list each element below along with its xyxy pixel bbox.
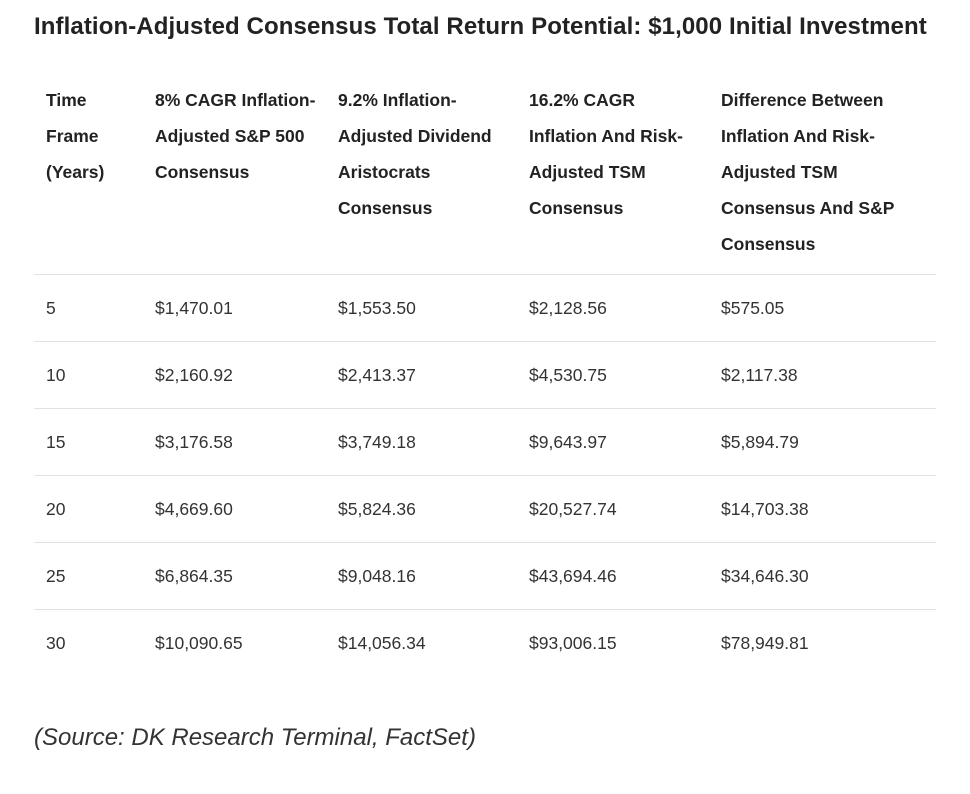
table-cell-difference: $2,117.38 [709,341,936,409]
table-cell-years: 30 [46,632,66,653]
table-cell-difference: $5,894.79 [709,408,936,476]
table-row: 5 $1,470.01 $1,553.50 $2,128.56 $575.05 [34,274,936,342]
table-cell-sp500: $1,470.01 [143,274,326,342]
table-cell-sp500: $3,176.58 [143,408,326,476]
table-row: 25 $6,864.35 $9,048.16 $43,694.46 $34,64… [34,542,936,610]
table-cell-difference: $78,949.81 [721,632,809,653]
table-cell-sp500: $6,864.35 [143,542,326,610]
table-cell-difference: $14,703.38 [709,475,936,543]
table-cell-sp500: $10,090.65 [155,632,243,653]
table-row: 30 $10,090.65 $14,056.34 $93,006.15 $78,… [34,610,936,677]
column-header-sp500: 8% CAGR Inflation-Adjusted S&P 500 Conse… [143,82,326,275]
table-cell-difference: $34,646.30 [709,542,936,610]
column-header-time-frame: Time Frame (Years) [34,82,143,275]
table-cell-sp500: $4,669.60 [143,475,326,543]
source-note: (Source: DK Research Terminal, FactSet) [34,724,476,751]
table-cell-sp500: $2,160.92 [143,341,326,409]
table-cell-years: 15 [34,408,143,476]
table-cell-aristocrats: $2,413.37 [326,341,517,409]
table-cell-years: 10 [34,341,143,409]
table-cell-difference: $575.05 [709,274,936,342]
table-row: 10 $2,160.92 $2,413.37 $4,530.75 $2,117.… [34,341,936,409]
column-header-difference: Difference Between Inflation And Risk-Ad… [709,82,936,275]
table-cell-years: 20 [34,475,143,543]
table-cell-aristocrats: $14,056.34 [338,632,426,653]
table-row: 20 $4,669.60 $5,824.36 $20,527.74 $14,70… [34,475,936,543]
table-cell-aristocrats: $1,553.50 [326,274,517,342]
table-row: 15 $3,176.58 $3,749.18 $9,643.97 $5,894.… [34,408,936,476]
table-cell-tsm: $9,643.97 [517,408,709,476]
page-title: Inflation-Adjusted Consensus Total Retur… [34,13,927,40]
table-header-row: Time Frame (Years) 8% CAGR Inflation-Adj… [34,82,936,275]
column-header-tsm: 16.2% CAGR Inflation And Risk-Adjusted T… [517,82,709,275]
return-potential-table: Time Frame (Years) 8% CAGR Inflation-Adj… [34,82,936,676]
table-cell-years: 5 [34,274,143,342]
table-cell-aristocrats: $5,824.36 [326,475,517,543]
table-cell-tsm: $2,128.56 [517,274,709,342]
column-header-dividend-aristocrats: 9.2% Inflation-Adjusted Dividend Aristoc… [326,82,517,275]
table-cell-tsm: $4,530.75 [517,341,709,409]
article-content: Inflation-Adjusted Consensus Total Retur… [34,10,936,778]
table-cell-aristocrats: $3,749.18 [326,408,517,476]
table-cell-years: 25 [34,542,143,610]
table-cell-tsm: $20,527.74 [517,475,709,543]
table-cell-tsm: $93,006.15 [529,632,617,653]
table-cell-aristocrats: $9,048.16 [326,542,517,610]
table-cell-tsm: $43,694.46 [517,542,709,610]
